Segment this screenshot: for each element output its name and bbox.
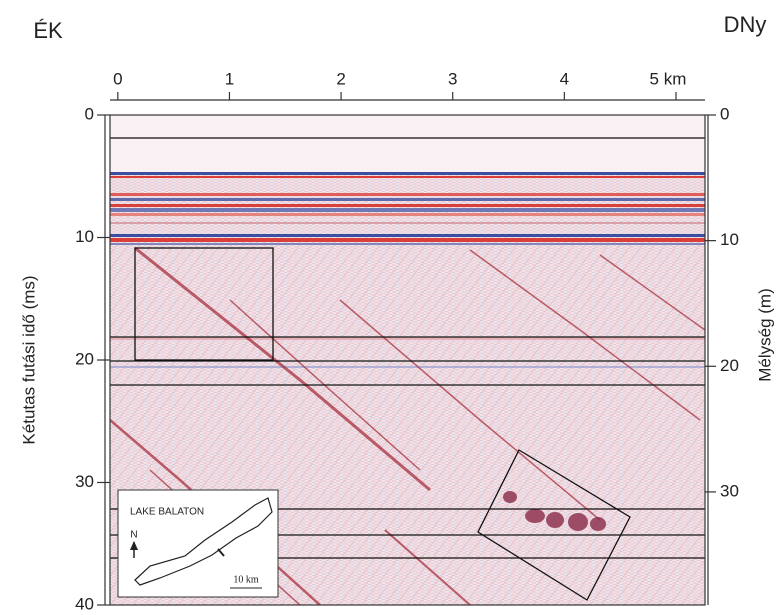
y2-tick-label: 10 [720, 230, 739, 249]
highlight-box [134, 247, 274, 361]
x-tick-label: 3 [448, 69, 457, 88]
highlight-box [477, 449, 631, 601]
y-tick-label: 20 [75, 349, 94, 368]
x-tick-label: 2 [336, 69, 345, 88]
x-tick-label: 0 [113, 69, 122, 88]
seismic-image [110, 115, 705, 605]
inset-scale: 10 km [233, 574, 259, 585]
y-tick-label: 30 [75, 472, 94, 491]
y-tick-label: 0 [85, 104, 94, 123]
y-tick-label: 10 [75, 227, 94, 246]
y-axis-label: Kétutas futási idő (ms) [19, 275, 38, 444]
x-tick-label: 5 km [650, 69, 687, 88]
inset-north: N [130, 530, 137, 541]
corner-label-right: DNy [724, 12, 767, 37]
x-tick-label: 1 [225, 69, 234, 88]
y2-axis-label: Mélység (m) [755, 288, 774, 382]
inset-map: LAKE BALATON N 10 km [117, 489, 279, 598]
inset-title: LAKE BALATON [130, 507, 204, 518]
x-tick-label: 4 [560, 69, 569, 88]
corner-label-left: ÉK [33, 18, 63, 43]
y2-tick-label: 0 [720, 104, 729, 123]
y-tick-label: 40 [75, 594, 94, 613]
y2-tick-label: 30 [720, 481, 739, 500]
y2-tick-label: 20 [720, 356, 739, 375]
